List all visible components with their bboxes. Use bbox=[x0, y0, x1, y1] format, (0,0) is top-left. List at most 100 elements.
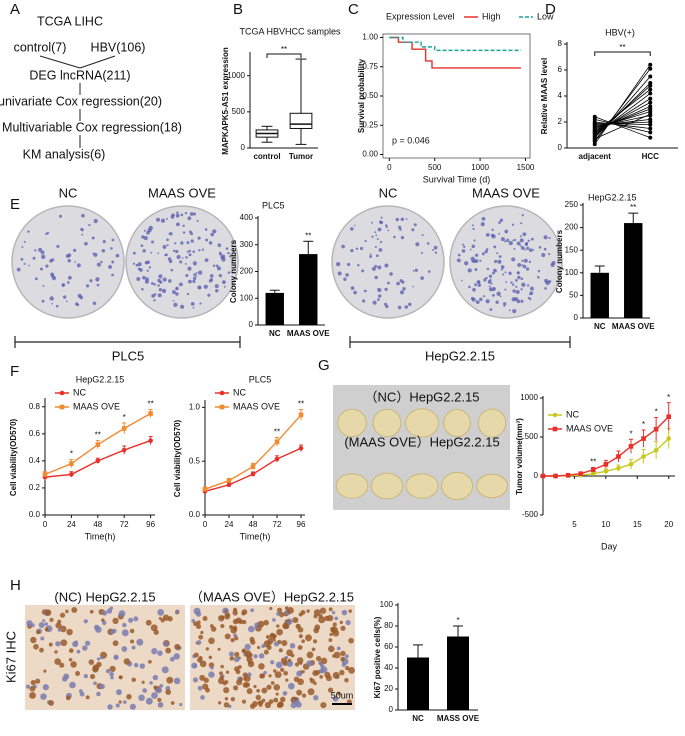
colony bbox=[481, 217, 486, 221]
colony bbox=[227, 271, 231, 274]
colony bbox=[218, 252, 223, 256]
cell-nucleus bbox=[316, 655, 322, 662]
colony bbox=[73, 248, 77, 252]
pair-line bbox=[594, 116, 651, 138]
bar bbox=[407, 657, 429, 710]
flow-node: DEG lncRNA(211) bbox=[29, 68, 130, 82]
colony bbox=[74, 261, 76, 263]
colony bbox=[548, 252, 551, 256]
cell-nucleus bbox=[328, 607, 333, 612]
colony bbox=[343, 277, 347, 281]
cell-nucleus bbox=[286, 606, 294, 614]
colony bbox=[397, 225, 402, 230]
colony bbox=[153, 283, 156, 286]
cell-nucleus bbox=[155, 687, 162, 694]
colony bbox=[187, 216, 192, 221]
cell-nucleus bbox=[138, 694, 145, 701]
cell-nucleus bbox=[100, 655, 104, 660]
colony bbox=[397, 305, 402, 310]
colony bbox=[492, 293, 495, 297]
colony bbox=[221, 254, 226, 259]
flow-connectors bbox=[39, 55, 116, 148]
cell-nucleus bbox=[297, 645, 303, 651]
pair-line bbox=[594, 108, 651, 131]
colony bbox=[496, 252, 499, 255]
cell-nucleus bbox=[232, 618, 239, 625]
colony bbox=[471, 259, 475, 263]
tumor bbox=[372, 408, 402, 438]
colony bbox=[84, 241, 88, 246]
cell-nucleus bbox=[241, 609, 248, 615]
colony bbox=[379, 240, 383, 244]
cell-nucleus bbox=[318, 668, 324, 674]
cell-nucleus bbox=[258, 663, 265, 670]
colony bbox=[23, 262, 26, 265]
colony bbox=[108, 265, 112, 269]
annotation: p = 0.046 bbox=[392, 135, 430, 145]
ihc-image bbox=[190, 605, 355, 710]
point bbox=[592, 130, 597, 135]
cell-nucleus bbox=[348, 637, 354, 644]
colony bbox=[414, 268, 418, 272]
cell-nucleus bbox=[65, 695, 71, 701]
colony bbox=[155, 217, 161, 222]
colony bbox=[161, 288, 167, 293]
colony bbox=[491, 228, 494, 231]
x-tick-label: adjacent bbox=[579, 152, 612, 161]
cell-nucleus bbox=[96, 691, 101, 697]
colony bbox=[477, 283, 482, 287]
colony bbox=[519, 244, 522, 247]
colony bbox=[143, 236, 148, 241]
marker bbox=[42, 472, 48, 477]
colony bbox=[188, 249, 191, 253]
colony bbox=[201, 248, 205, 251]
side-label: Ki67 IHC bbox=[3, 631, 18, 683]
cell-nucleus bbox=[244, 682, 251, 688]
colony bbox=[520, 222, 523, 225]
cell-nucleus bbox=[153, 685, 158, 690]
cell-nucleus bbox=[197, 657, 203, 663]
colony bbox=[21, 246, 24, 248]
x-tick-label: 20 bbox=[664, 520, 673, 529]
colony bbox=[529, 291, 534, 296]
cell-nucleus bbox=[115, 703, 120, 708]
colony bbox=[55, 304, 59, 308]
cell-nucleus bbox=[257, 700, 262, 705]
colony bbox=[543, 247, 547, 251]
cell-nucleus bbox=[292, 616, 299, 623]
colony bbox=[384, 287, 388, 292]
cell-nucleus bbox=[334, 616, 339, 621]
cell-nucleus bbox=[75, 670, 81, 676]
cell-nucleus bbox=[116, 689, 122, 696]
cell-nucleus bbox=[224, 609, 228, 613]
x-tick-label: 96 bbox=[146, 520, 155, 529]
photo-label: （NC）HepG2.2.15 bbox=[365, 389, 480, 404]
legend-label: NC bbox=[233, 387, 246, 397]
cell-nucleus bbox=[296, 657, 304, 664]
cell-nucleus bbox=[193, 652, 199, 658]
y-tick-label: 2 bbox=[558, 117, 563, 126]
colony bbox=[504, 288, 507, 291]
y-tick-label: 0.0 bbox=[189, 510, 201, 519]
colony bbox=[169, 232, 173, 236]
colony bbox=[45, 264, 49, 268]
colony bbox=[512, 289, 516, 293]
colony bbox=[420, 276, 424, 280]
colony bbox=[67, 258, 71, 263]
y-axis-label: Cell viability(OD570) bbox=[173, 419, 182, 497]
cell-nucleus bbox=[339, 669, 345, 676]
cell-nucleus bbox=[320, 663, 325, 669]
cell-nucleus bbox=[249, 636, 255, 642]
cell-nucleus bbox=[230, 696, 236, 702]
point bbox=[648, 74, 653, 79]
colony bbox=[393, 235, 396, 239]
colony bbox=[485, 233, 490, 237]
point bbox=[648, 91, 653, 96]
colony bbox=[497, 259, 502, 264]
colony bbox=[102, 240, 106, 244]
colony bbox=[92, 301, 97, 306]
cell-nucleus bbox=[195, 623, 202, 629]
cell-nucleus bbox=[307, 688, 315, 696]
cell-nucleus bbox=[165, 647, 172, 654]
colony bbox=[515, 279, 518, 282]
